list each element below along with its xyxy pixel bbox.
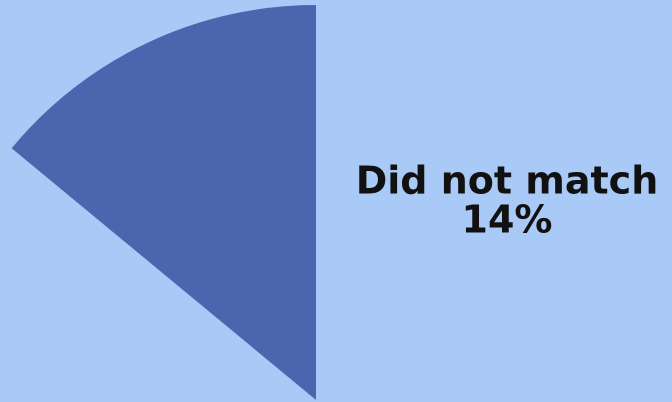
pie-slice bbox=[11, 5, 316, 400]
slice-value-label: 14% bbox=[462, 198, 553, 242]
slice-label: Did not match bbox=[356, 159, 659, 203]
